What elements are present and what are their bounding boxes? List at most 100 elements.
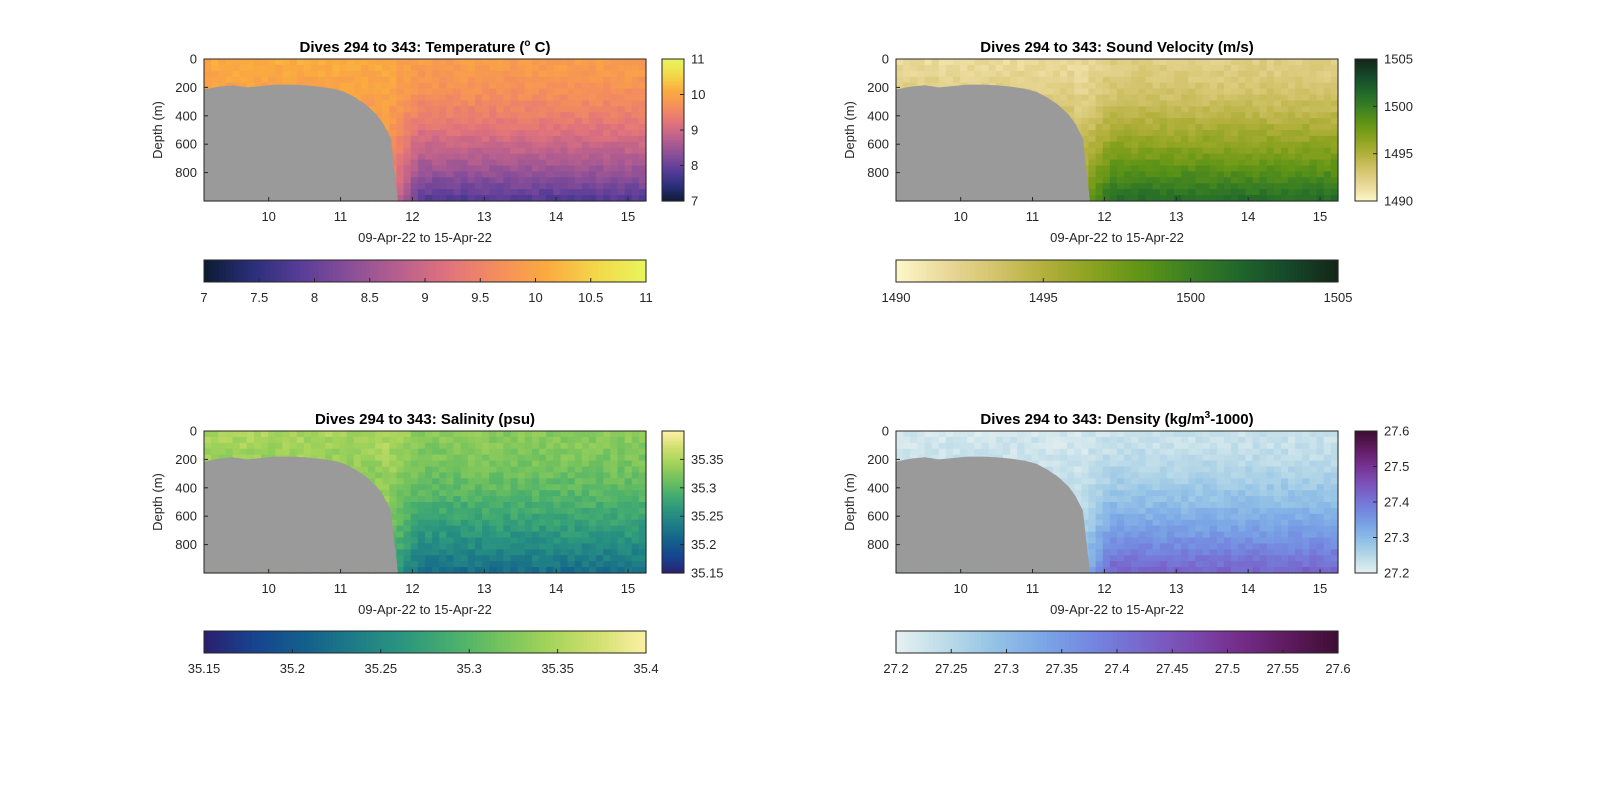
heatmap-cell	[524, 537, 533, 545]
heatmap-cell	[603, 519, 611, 527]
heatmap-cell	[560, 189, 569, 196]
heatmap-cell	[382, 112, 390, 119]
heatmap-cell	[396, 519, 405, 527]
heatmap-cell	[396, 135, 405, 143]
heatmap-cell	[325, 70, 333, 78]
heatmap-cell	[1302, 88, 1311, 96]
colorbar-segment	[662, 549, 684, 553]
heatmap-cell	[403, 124, 412, 131]
heatmap-cell	[382, 94, 390, 102]
heatmap-cell	[1045, 76, 1054, 84]
heatmap-cell	[482, 496, 490, 503]
heatmap-cell	[489, 549, 497, 556]
heatmap-cell	[410, 195, 419, 202]
heatmap-cell	[553, 100, 562, 107]
heatmap-cell	[546, 70, 554, 78]
colorbar-segment	[1355, 141, 1377, 145]
heatmap-cell	[289, 64, 298, 72]
heatmap-cell	[588, 513, 597, 521]
heatmap-cell	[567, 64, 576, 72]
heatmap-cell	[218, 436, 226, 444]
heatmap-cell	[225, 436, 234, 444]
heatmap-cell	[546, 496, 554, 503]
heatmap-cell	[588, 531, 597, 539]
heatmap-cell	[403, 490, 412, 497]
heatmap-cell	[510, 436, 519, 444]
heatmap-cell	[1159, 112, 1168, 119]
colorbar-segment	[1355, 61, 1377, 65]
heatmap-cell	[275, 59, 284, 66]
heatmap-cell	[482, 153, 490, 161]
colorbar-segment	[662, 163, 684, 167]
heatmap-cell	[403, 141, 412, 149]
heatmap-cell	[453, 153, 462, 161]
heatmap-cell	[610, 70, 619, 78]
colorbar-bottom: 7 7.5 8 8.5 9 9.5 10 10.5 11	[200, 259, 653, 305]
heatmap-cell	[446, 135, 455, 143]
heatmap-cell	[425, 555, 433, 562]
heatmap-cell	[524, 118, 533, 125]
heatmap-cell	[496, 549, 505, 556]
heatmap-cell	[1109, 147, 1118, 155]
heatmap-cell	[624, 460, 633, 468]
heatmap-cell	[1245, 171, 1254, 178]
heatmap-cell	[638, 130, 647, 137]
heatmap-cell	[553, 141, 562, 149]
heatmap-cell	[489, 561, 497, 568]
heatmap-cell	[624, 472, 633, 479]
heatmap-cell	[510, 106, 519, 113]
heatmap-cell	[1095, 147, 1104, 155]
heatmap-cell	[588, 448, 597, 456]
heatmap-cell	[453, 484, 462, 491]
colorbar-segment	[958, 260, 963, 282]
heatmap-cell	[931, 82, 940, 90]
heatmap-cell	[1124, 183, 1132, 190]
heatmap-cell	[410, 561, 419, 568]
heatmap-cell	[503, 76, 512, 84]
heatmap-cell	[539, 141, 547, 149]
heatmap-cell	[503, 183, 512, 190]
heatmap-cell	[410, 436, 419, 444]
heatmap-cell	[1145, 100, 1154, 107]
heatmap-cell	[1323, 141, 1332, 149]
heatmap-cell	[503, 177, 512, 184]
heatmap-cell	[631, 448, 640, 456]
heatmap-cell	[467, 431, 476, 438]
heatmap-cell	[1010, 70, 1018, 78]
heatmap-cell	[289, 59, 298, 66]
heatmap-cell	[510, 82, 519, 90]
colorbar-segment	[623, 260, 629, 282]
heatmap-cell	[1188, 171, 1197, 178]
heatmap-cell	[631, 177, 640, 184]
heatmap-cell	[567, 159, 576, 167]
heatmap-cell	[417, 496, 426, 503]
colorbar-segment	[1142, 260, 1148, 282]
heatmap-cell	[396, 59, 405, 66]
heatmap-cell	[1166, 124, 1175, 131]
heatmap-cell	[553, 88, 562, 96]
heatmap-cell	[553, 112, 562, 119]
heatmap-cell	[1088, 94, 1097, 102]
heatmap-cell	[588, 567, 597, 574]
colorbar-segment	[662, 122, 684, 126]
heatmap-cell	[1152, 177, 1161, 184]
heatmap-cell	[574, 130, 583, 137]
heatmap-cell	[1117, 130, 1125, 137]
heatmap-cell	[1095, 153, 1104, 161]
heatmap-cell	[482, 82, 490, 90]
heatmap-cell	[596, 519, 604, 527]
heatmap-cell	[1145, 177, 1154, 184]
heatmap-cell	[1259, 76, 1268, 84]
heatmap-cell	[1245, 135, 1254, 143]
heatmap-cell	[1109, 130, 1118, 137]
heatmap-cell	[896, 64, 904, 72]
colorbar-segment	[1355, 63, 1377, 67]
heatmap-cell	[289, 442, 298, 450]
heatmap-cell	[417, 195, 426, 202]
heatmap-cell	[367, 59, 376, 66]
heatmap-cell	[482, 195, 490, 202]
heatmap-cell	[1273, 153, 1282, 161]
heatmap-cell	[353, 454, 362, 462]
heatmap-cell	[403, 531, 412, 539]
